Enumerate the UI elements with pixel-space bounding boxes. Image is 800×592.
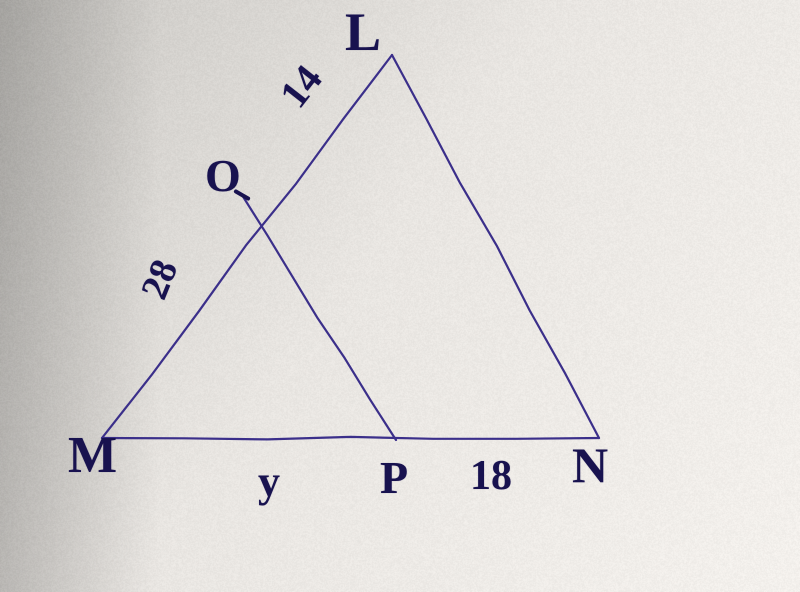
segment-LM [102, 55, 392, 438]
triangle-lines [102, 55, 599, 440]
geometry-figure [0, 0, 800, 592]
edge-length-MP-y: y [258, 460, 280, 504]
vertex-label-L: L [345, 5, 381, 59]
vertex-label-O: O [205, 153, 241, 199]
vertex-label-P: P [380, 455, 408, 501]
vertex-label-M: M [68, 430, 117, 482]
vertex-label-N: N [572, 440, 608, 490]
segment-MN [102, 437, 599, 440]
segment-OP [242, 195, 396, 440]
edge-length-PN: 18 [470, 455, 512, 497]
segment-LN [392, 55, 599, 438]
